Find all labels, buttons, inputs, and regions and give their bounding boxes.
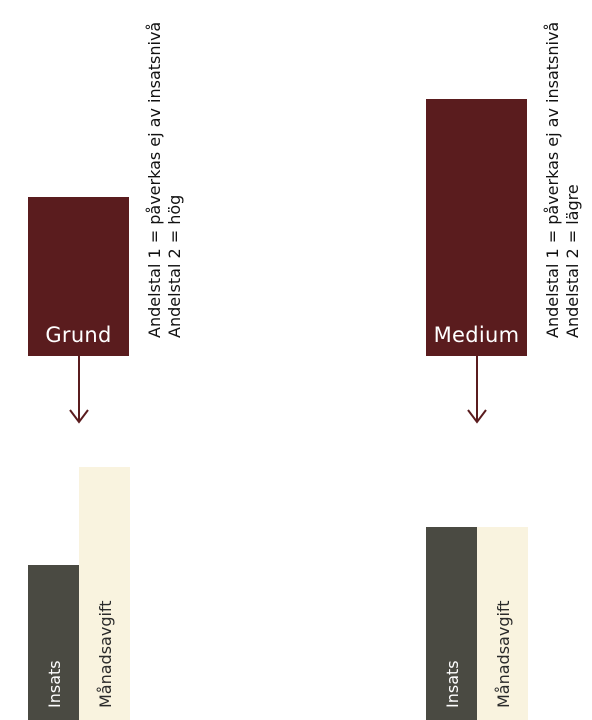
- note-line-andelstal-1: Andelstal 1 = påverkas ej av insatsnivå: [145, 21, 164, 338]
- arrow-down-icon: [467, 356, 487, 424]
- level-box-medium: Medium: [426, 99, 527, 356]
- manadsavgift-label-grund: Månadsavgift: [96, 600, 115, 708]
- level-note-grund: Andelstal 1 = påverkas ej av insatsnivå …: [145, 22, 185, 338]
- level-note-medium: Andelstal 1 = påverkas ej av insatsnivå …: [543, 22, 583, 338]
- level-label-grund: Grund: [45, 323, 112, 347]
- insats-label-grund: Insats: [45, 660, 64, 708]
- insats-bar-grund: [28, 565, 79, 720]
- insats-bar-medium: [426, 527, 477, 720]
- manadsavgift-label-medium: Månadsavgift: [494, 600, 513, 708]
- note-line-andelstal-2: Andelstal 2 = hög: [165, 194, 184, 338]
- insats-label-medium: Insats: [443, 660, 462, 708]
- arrow-down-icon: [69, 356, 89, 424]
- note-line-andelstal-2: Andelstal 2 = lägre: [563, 184, 582, 338]
- manadsavgift-bar-grund: [79, 467, 130, 720]
- level-box-grund: Grund: [28, 197, 129, 356]
- note-line-andelstal-1: Andelstal 1 = påverkas ej av insatsnivå: [543, 21, 562, 338]
- level-label-medium: Medium: [433, 323, 520, 347]
- manadsavgift-bar-medium: [477, 527, 528, 720]
